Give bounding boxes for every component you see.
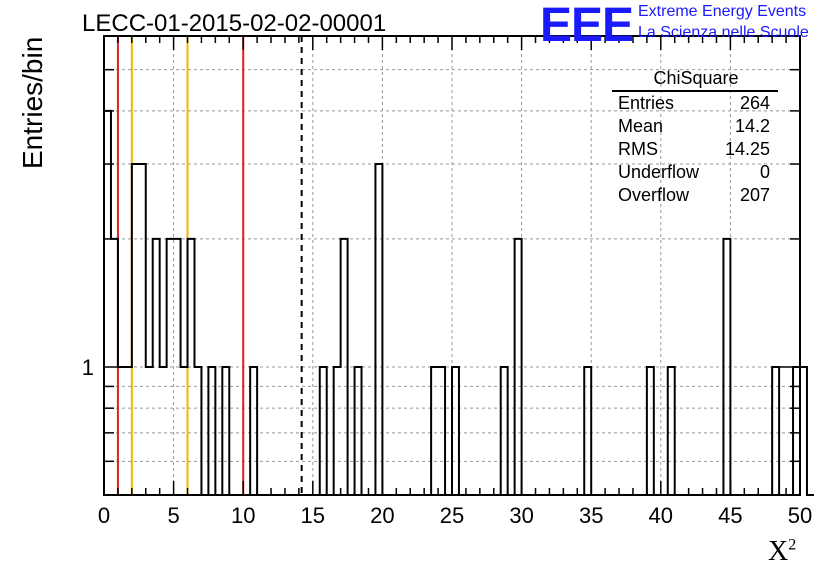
logo-line-2: La Scienza nelle Scuole	[638, 24, 809, 41]
x-tick-label: 45	[718, 503, 742, 528]
y-axis-label: Entries/bin	[17, 36, 48, 169]
stat-value: 14.2	[734, 116, 770, 136]
x-axis-label-base: X	[768, 536, 789, 567]
stat-label: RMS	[618, 139, 658, 159]
stats-row-overflow: Overflow 207	[612, 184, 770, 207]
logo-line-1: Extreme Energy Events	[638, 3, 807, 20]
plot-frame	[103, 35, 801, 496]
chart-title: LECC-01-2015-02-02-00001	[82, 10, 387, 37]
x-tick-label: 50	[788, 503, 812, 528]
stats-box: ChiSquare Entries 264 Mean 14.2 RMS 14.25 U…	[612, 68, 778, 207]
x-tick-label: 25	[440, 503, 464, 528]
stat-value: 264	[739, 93, 770, 113]
stat-label: Entries	[618, 93, 675, 113]
stats-row-entries: Entries 264	[612, 92, 770, 115]
y-tick-label: 1	[82, 355, 94, 380]
tick-labels: 0 5 10 15 20 25 30 35 40 45 50 1	[82, 355, 812, 528]
eee-logo: EEE	[540, 0, 634, 52]
stats-row-underflow: Underflow 0	[612, 161, 770, 184]
stat-label: Overflow	[618, 185, 690, 205]
stats-row-mean: Mean 14.2	[612, 115, 770, 138]
stat-value: 0	[759, 162, 770, 182]
x-tick-label: 40	[649, 503, 673, 528]
x-tick-label: 5	[167, 503, 179, 528]
x-axis-label: X2	[768, 536, 796, 568]
x-tick-label: 35	[579, 503, 603, 528]
axis-ticks	[103, 36, 801, 495]
stats-row-rms: RMS 14.25	[612, 138, 770, 161]
stat-value: 14.25	[724, 139, 770, 159]
stat-value: 207	[739, 185, 770, 205]
x-tick-label: 20	[370, 503, 394, 528]
x-tick-label: 30	[509, 503, 533, 528]
stats-divider	[612, 90, 778, 92]
x-axis-label-sup: 2	[788, 536, 797, 554]
stat-label: Mean	[618, 116, 664, 136]
x-tick-label: 15	[301, 503, 325, 528]
stat-label: Underflow	[618, 162, 700, 182]
x-tick-label: 0	[98, 503, 110, 528]
x-tick-label: 10	[231, 503, 255, 528]
stats-title: ChiSquare	[653, 68, 739, 88]
